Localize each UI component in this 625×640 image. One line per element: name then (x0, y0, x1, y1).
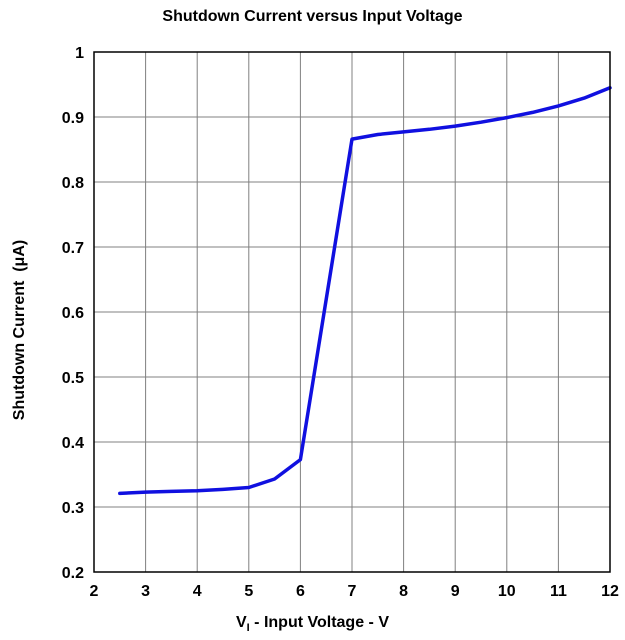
series-layer (118, 86, 612, 496)
x-tick-label: 5 (244, 583, 253, 600)
tick-labels: 2 3 4 5 6 7 8 9 10 11 12 0.2 0.3 0.4 0.5 0.6 0.7 0.8 0.9 1 (62, 45, 619, 600)
x-axis-label-main: V (236, 614, 247, 631)
data-point (350, 137, 354, 141)
data-point (402, 130, 405, 134)
x-tick-label: 12 (601, 583, 619, 600)
x-tick-label: 8 (399, 583, 408, 600)
y-tick-label: 0.2 (62, 565, 84, 582)
data-point (428, 128, 431, 131)
data-point (170, 490, 173, 493)
data-point (118, 492, 122, 495)
data-point (557, 104, 560, 108)
x-tick-label: 4 (193, 583, 202, 600)
x-tick-label: 10 (498, 583, 516, 600)
y-tick-label: 0.7 (62, 240, 84, 257)
x-tick-label: 3 (141, 583, 150, 600)
data-point (247, 486, 250, 489)
x-axis-label-subscript: I (246, 622, 250, 634)
y-tick-label: 1 (75, 45, 84, 62)
y-tick-label: 0.8 (62, 175, 84, 192)
x-axis-label: VI - Input Voltage - V (0, 614, 625, 634)
series-line (118, 86, 612, 496)
data-point (531, 111, 534, 114)
y-axis-label: Shutdown Current (μA) (11, 239, 28, 421)
data-point (505, 116, 508, 119)
x-tick-label: 11 (550, 583, 567, 600)
data-point (376, 133, 379, 136)
grid (93, 51, 611, 573)
chart-title: Shutdown Current versus Input Voltage (162, 8, 463, 25)
x-tick-label: 9 (451, 583, 460, 600)
x-tick-label: 7 (348, 583, 357, 600)
plot-frame (93, 51, 611, 573)
x-tick-label: 2 (90, 583, 99, 600)
y-tick-label: 0.6 (62, 305, 84, 322)
data-point (479, 121, 483, 124)
data-point (221, 488, 225, 491)
x-tick-label: 6 (296, 583, 305, 600)
y-tick-label: 0.5 (62, 370, 84, 387)
data-point (144, 490, 147, 494)
data-point (299, 458, 302, 461)
y-tick-label: 0.9 (62, 110, 84, 127)
data-point (583, 96, 586, 100)
data-point (273, 477, 276, 481)
y-tick-label: 0.3 (62, 500, 84, 517)
y-tick-label: 0.4 (62, 435, 84, 452)
x-axis-label-rest: - Input Voltage - V (249, 614, 389, 631)
data-point (454, 124, 457, 128)
data-point (196, 489, 199, 492)
